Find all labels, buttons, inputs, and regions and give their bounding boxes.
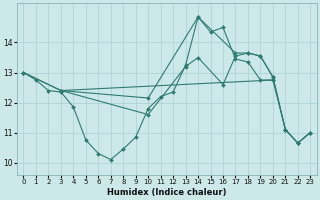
X-axis label: Humidex (Indice chaleur): Humidex (Indice chaleur)	[107, 188, 227, 197]
